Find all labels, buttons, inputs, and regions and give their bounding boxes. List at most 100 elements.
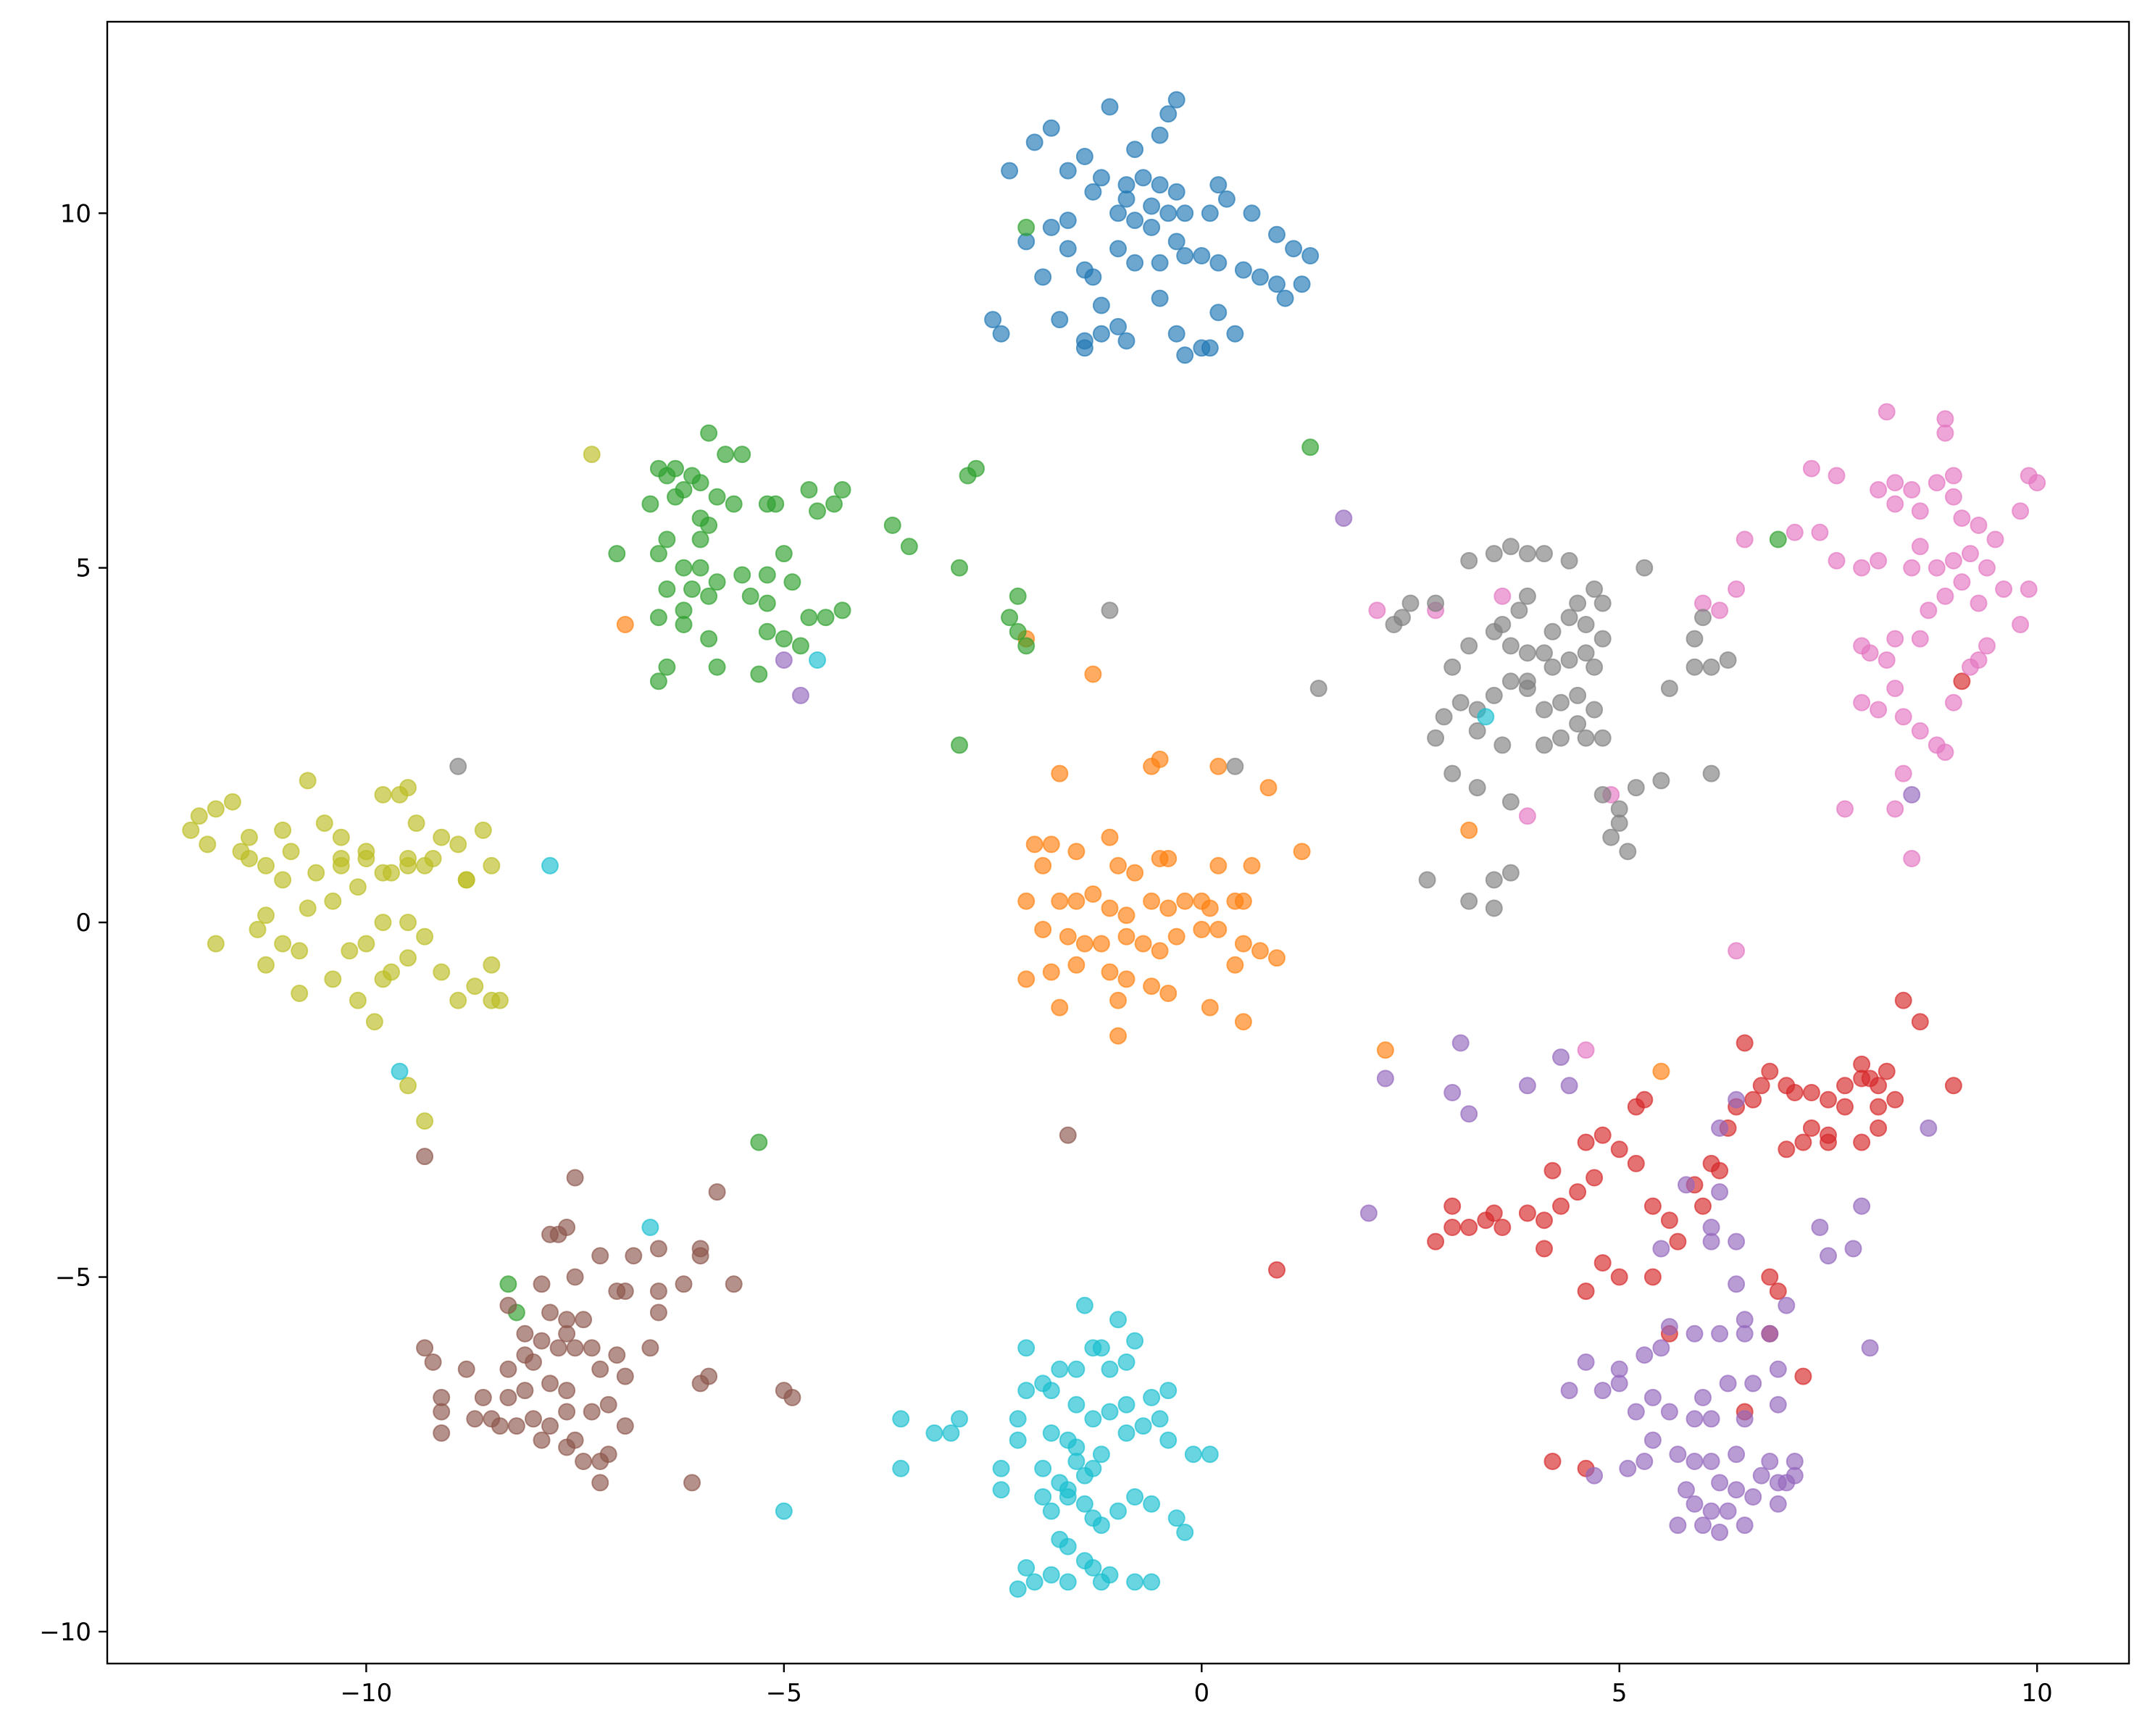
scatter-point-series-4-8 — [1678, 1176, 1695, 1194]
axes-frame — [106, 20, 2130, 1665]
scatter-point-series-4-55 — [1686, 1495, 1704, 1513]
scatter-point-series-8-29 — [282, 843, 300, 861]
scatter-point-series-5-29 — [583, 1339, 601, 1357]
scatter-point-series-6-2 — [1936, 424, 1954, 442]
scatter-point-series-7-55 — [1694, 609, 1712, 627]
scatter-point-series-4-3 — [1518, 1077, 1536, 1095]
scatter-point-series-0-4 — [1075, 148, 1093, 165]
scatter-point-series-2-66 — [658, 530, 676, 548]
scatter-point-series-8-16 — [449, 835, 467, 854]
scatter-point-series-7-64 — [1460, 892, 1478, 910]
scatter-point-series-9-72 — [1084, 1339, 1102, 1357]
scatter-point-series-2-56 — [1001, 609, 1019, 627]
scatter-point-series-9-39 — [1075, 1495, 1093, 1513]
scatter-point-series-5-6 — [649, 1240, 667, 1258]
scatter-point-series-6-31 — [2020, 580, 2038, 598]
scatter-point-series-9-4 — [1101, 1360, 1119, 1378]
scatter-point-series-1-7 — [1042, 835, 1060, 854]
scatter-point-series-2-0 — [700, 424, 718, 442]
scatter-point-series-9-6 — [1067, 1360, 1086, 1378]
scatter-point-series-5-3 — [558, 1219, 576, 1236]
scatter-point-series-7-35 — [1552, 729, 1570, 747]
scatter-point-series-4-72 — [1920, 1119, 1938, 1137]
scatter-point-series-1-35 — [1151, 942, 1169, 960]
scatter-point-series-2-40 — [649, 609, 667, 627]
scatter-point-series-8-62 — [399, 779, 417, 797]
scatter-point-series-2-21 — [691, 530, 709, 548]
scatter-point-series-4-1 — [1552, 1048, 1570, 1067]
scatter-point-series-6-49 — [1894, 764, 1912, 783]
scatter-point-series-6-24 — [2028, 474, 2046, 492]
scatter-point-series-8-36 — [257, 906, 275, 925]
scatter-point-series-8-56 — [483, 956, 501, 974]
scatter-point-series-5-44 — [558, 1403, 576, 1421]
scatter-point-series-7-61 — [1485, 871, 1503, 889]
scatter-point-series-4-17 — [1736, 1324, 1754, 1343]
scatter-point-series-5-68 — [1059, 1126, 1077, 1144]
scatter-point-series-0-51 — [1109, 317, 1127, 335]
scatter-point-series-8-50 — [291, 985, 309, 1002]
scatter-point-series-0-52 — [1117, 332, 1136, 350]
scatter-point-series-7-38 — [1593, 729, 1612, 747]
scatter-point-series-2-37 — [817, 609, 835, 627]
scatter-point-series-6-37 — [1911, 630, 1929, 648]
scatter-point-series-2-5 — [691, 474, 709, 492]
x-tick-label: 0 — [1193, 1679, 1209, 1708]
scatter-point-series-7-42 — [1427, 729, 1445, 747]
scatter-point-series-6-25 — [2012, 502, 2030, 520]
scatter-point-series-8-47 — [374, 970, 392, 988]
scatter-point-series-4-75 — [775, 651, 793, 669]
scatter-point-series-7-72 — [449, 757, 467, 775]
scatter-point-series-4-6 — [1376, 1069, 1394, 1088]
scatter-point-series-0-50 — [1092, 296, 1110, 314]
scatter-point-series-3-57 — [1761, 1268, 1779, 1286]
y-tick-label: −10 — [39, 1618, 91, 1647]
scatter-point-series-3-38 — [1870, 1098, 1888, 1116]
scatter-point-series-2-22 — [649, 545, 667, 563]
scatter-point-series-0-9 — [1159, 105, 1178, 123]
scatter-point-series-5-46 — [599, 1395, 617, 1414]
scatter-point-series-9-73 — [1151, 1410, 1169, 1428]
scatter-point-series-0-34 — [1209, 254, 1228, 272]
scatter-point-series-2-7 — [733, 446, 751, 464]
scatter-point-series-6-5 — [1903, 481, 1921, 498]
scatter-point-series-7-51 — [1686, 658, 1704, 676]
scatter-point-series-4-42 — [1702, 1453, 1720, 1470]
scatter-point-series-8-39 — [291, 942, 309, 960]
scatter-point-series-8-28 — [241, 850, 258, 867]
scatter-point-series-5-67 — [416, 1148, 434, 1166]
scatter-point-series-4-51 — [1728, 1481, 1746, 1499]
scatter-point-series-3-30 — [1802, 1084, 1820, 1101]
scatter-point-series-3-35 — [1870, 1077, 1888, 1095]
scatter-point-series-8-3 — [182, 821, 200, 839]
scatter-point-series-6-62 — [1368, 601, 1386, 619]
scatter-point-series-6-57 — [1736, 530, 1754, 548]
scatter-point-series-8-43 — [399, 914, 417, 932]
scatter-point-series-2-51 — [900, 538, 918, 556]
scatter-point-series-7-71 — [1226, 757, 1244, 775]
scatter-point-series-1-4 — [1259, 779, 1278, 797]
scatter-point-series-6-19 — [1828, 551, 1846, 569]
scatter-point-series-1-47 — [1143, 977, 1161, 996]
scatter-point-series-6-52 — [1836, 800, 1854, 818]
scatter-point-series-0-13 — [1151, 176, 1169, 194]
scatter-point-series-6-54 — [1728, 580, 1746, 598]
scatter-point-series-7-73 — [1101, 601, 1119, 619]
scatter-point-series-6-8 — [1886, 495, 1904, 513]
scatter-point-series-2-58 — [1017, 637, 1036, 655]
scatter-point-series-7-60 — [1418, 871, 1436, 889]
scatter-point-series-5-37 — [499, 1388, 517, 1406]
scatter-point-series-8-25 — [299, 899, 317, 917]
scatter-point-series-3-7 — [1552, 1197, 1570, 1215]
scatter-point-series-0-35 — [1193, 247, 1211, 264]
scatter-point-series-2-18 — [641, 495, 659, 513]
scatter-point-series-1-48 — [1159, 985, 1178, 1002]
scatter-point-series-5-12 — [649, 1303, 667, 1322]
scatter-point-series-6-43 — [1870, 701, 1888, 719]
x-tick-label: 5 — [1612, 1679, 1628, 1708]
scatter-point-series-9-43 — [1126, 1488, 1144, 1506]
scatter-point-series-5-55 — [457, 1360, 475, 1378]
scatter-point-series-3-16 — [1610, 1140, 1628, 1159]
scatter-point-series-5-22 — [549, 1339, 567, 1357]
scatter-point-series-4-64 — [1586, 1466, 1604, 1485]
